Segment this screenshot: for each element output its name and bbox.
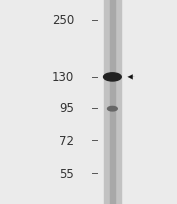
Text: 95: 95	[59, 102, 74, 115]
Ellipse shape	[104, 73, 121, 82]
Text: 55: 55	[60, 167, 74, 180]
Text: 250: 250	[52, 14, 74, 27]
Text: 130: 130	[52, 71, 74, 84]
Ellipse shape	[108, 107, 117, 111]
Bar	[110, 0, 115, 204]
Text: 72: 72	[59, 134, 74, 147]
Bar	[104, 0, 121, 204]
